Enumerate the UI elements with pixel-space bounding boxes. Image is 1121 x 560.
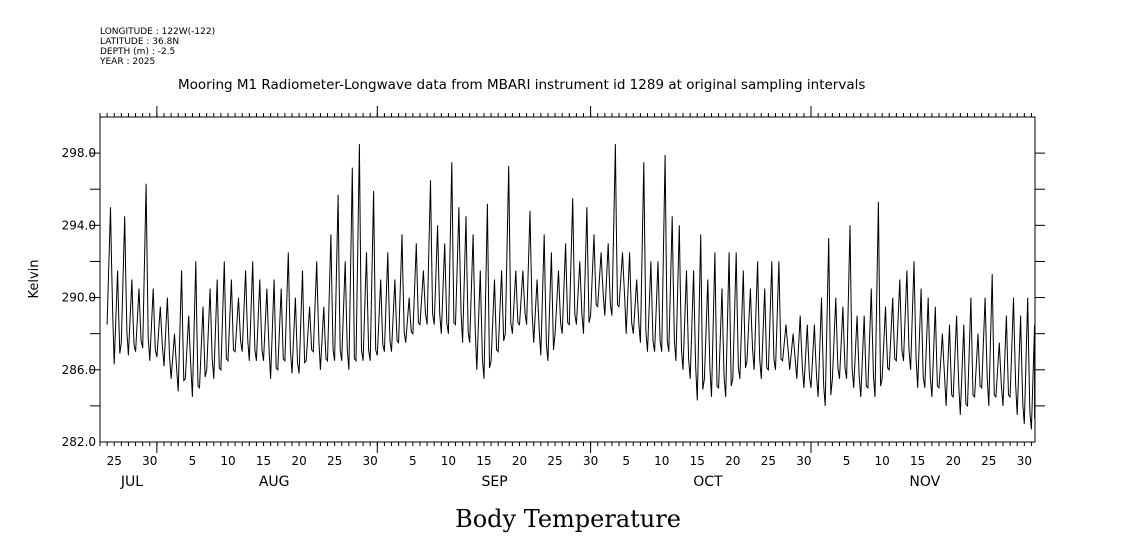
x-day-label: 25 xyxy=(761,454,776,468)
y-axis-label: Kelvin xyxy=(27,259,42,298)
x-day-label: 5 xyxy=(622,454,630,468)
meta-year: YEAR : 2025 xyxy=(100,57,156,67)
y-tick-label: 294.0 xyxy=(62,218,96,232)
x-month-label: AUG xyxy=(259,474,290,490)
meta-depth: DEPTH (m) : -2.5 xyxy=(100,47,176,57)
x-day-label: 20 xyxy=(946,454,961,468)
x-day-label: 5 xyxy=(189,454,197,468)
x-month-label: NOV xyxy=(909,474,940,490)
x-day-label: 25 xyxy=(547,454,562,468)
x-day-label: 25 xyxy=(981,454,996,468)
x-month-label: OCT xyxy=(693,474,723,490)
x-day-label: 15 xyxy=(690,454,705,468)
x-month-label: SEP xyxy=(482,474,508,490)
x-day-label: 10 xyxy=(874,454,889,468)
x-day-label: 20 xyxy=(291,454,306,468)
x-day-label: 30 xyxy=(583,454,598,468)
y-axis: 282.0 286.0 290.0 294.0 298.0 xyxy=(62,146,1045,449)
x-month-label: JUL xyxy=(120,474,143,490)
meta-longitude: LONGITUDE : 122W(-122) xyxy=(100,27,216,37)
x-day-label: 20 xyxy=(725,454,740,468)
plot-frame xyxy=(99,116,1036,443)
x-day-label: 20 xyxy=(512,454,527,468)
x-day-label: 10 xyxy=(220,454,235,468)
caption: Body Temperature xyxy=(455,505,681,533)
x-day-label: 15 xyxy=(910,454,925,468)
x-day-label: 5 xyxy=(409,454,417,468)
y-tick-label: 290.0 xyxy=(62,291,96,305)
y-tick-label: 298.0 xyxy=(62,146,96,160)
chart-title: Mooring M1 Radiometer-Longwave data from… xyxy=(178,77,866,93)
series-line xyxy=(106,144,1036,430)
x-day-label: 15 xyxy=(476,454,491,468)
meta-latitude: LATITUDE : 36.8N xyxy=(100,37,180,47)
x-day-label: 30 xyxy=(142,454,157,468)
x-day-label: 5 xyxy=(843,454,851,468)
x-day-label: 30 xyxy=(363,454,378,468)
x-day-label: 10 xyxy=(654,454,669,468)
x-day-label: 15 xyxy=(256,454,271,468)
x-day-label: 25 xyxy=(327,454,342,468)
x-day-label: 30 xyxy=(796,454,811,468)
y-tick-label: 282.0 xyxy=(62,435,96,449)
y-tick-label: 286.0 xyxy=(62,363,96,377)
x-day-label: 10 xyxy=(441,454,456,468)
x-day-label: 25 xyxy=(107,454,122,468)
x-day-label: 30 xyxy=(1017,454,1032,468)
x-axis: 25 30 5 10 15 20 25 30 5 10 15 20 25 30 5 10 15 20 25 30 5 10… xyxy=(99,106,1032,490)
